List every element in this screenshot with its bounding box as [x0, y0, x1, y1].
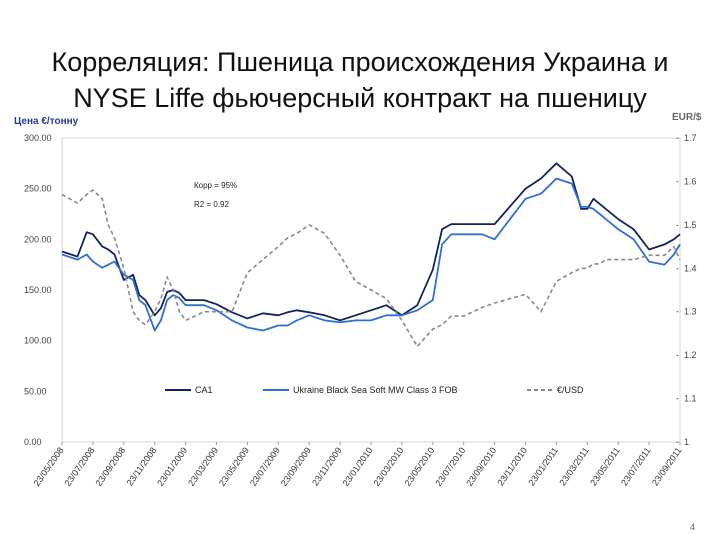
x-tick-label: 23/03/2010: [372, 445, 406, 488]
x-tick-label: 23/03/2011: [557, 445, 591, 487]
y-left-tick-label: 300.00: [24, 133, 52, 143]
legend-label-0: CA1: [195, 385, 213, 395]
y-right-tick-label: -: [676, 263, 679, 273]
y-right-tick-label: -: [676, 220, 679, 230]
y-left-tick-label: 200.00: [24, 234, 52, 244]
annotation-correlation: Корр = 95%: [194, 181, 237, 190]
annotation-r-squared: R2 = 0.92: [194, 200, 229, 209]
x-tick-label: 23/05/2011: [588, 445, 622, 487]
y-axis-left-label: Цена €/тонну: [14, 116, 79, 127]
y-right-tick-value: 1.7: [684, 133, 697, 143]
x-tick-label: 23/01/2010: [341, 445, 375, 488]
x-tick-label: 23/09/2010: [464, 445, 498, 488]
y-right-tick-value: 1.3: [684, 307, 697, 317]
x-tick-label: 23/09/2011: [650, 445, 684, 487]
y-right-tick-label: -: [676, 437, 679, 447]
x-tick-label: 23/05/2010: [402, 445, 436, 488]
y-right-tick-value: 1.6: [684, 176, 697, 186]
y-right-tick-value: 1.4: [684, 263, 697, 273]
y-left-tick-label: 250.00: [24, 184, 52, 194]
y-right-tick-label: -: [676, 394, 679, 404]
y-left-tick-label: 50.00: [24, 386, 47, 396]
x-tick-label: 23/01/2011: [526, 445, 560, 487]
x-tick-label: 23/05/2008: [32, 445, 66, 488]
y-right-ticks: -1.7- 1.6- 1.5- 1.4- 1.3- 1.2- 1.1- 1: [676, 133, 697, 447]
legend-label-1: Ukraine Black Sea Soft MW Class 3 FOB: [293, 385, 458, 395]
x-tick-label: 23/05/2009: [217, 445, 251, 488]
y-right-tick-value: 1: [684, 437, 689, 447]
x-ticks: 23/05/200823/07/200823/09/200823/11/2008…: [32, 442, 684, 488]
legend: CA1 Ukraine Black Sea Soft MW Class 3 FOB…: [165, 385, 584, 395]
y-right-tick-label: -: [676, 350, 679, 360]
x-tick-label: 23/11/2008: [125, 445, 159, 487]
x-tick-label: 23/11/2010: [495, 445, 529, 487]
x-tick-label: 23/07/2010: [433, 445, 467, 488]
page-number: 4: [690, 522, 696, 532]
x-tick-label: 23/07/2009: [248, 445, 282, 488]
y-right-tick-label: -: [676, 176, 679, 186]
y-left-ticks: 300.00 250.00 200.00 150.00 100.00 50.00 0.00: [24, 133, 52, 447]
x-tick-label: 23/11/2009: [310, 445, 344, 487]
y-right-tick-value: 1.5: [684, 220, 697, 230]
y-left-tick-label: 0.00: [24, 437, 42, 447]
series-line-1: [61, 177, 681, 332]
y-right-tick-value: 1.1: [684, 394, 697, 404]
y-right-tick-value: 1.2: [684, 350, 697, 360]
series-line-2: [61, 189, 681, 348]
x-tick-label: 23/07/2011: [619, 445, 653, 487]
legend-label-2: €/USD: [557, 385, 584, 395]
title-line-2: NYSE Liffe фьючерсный контракт на пшениц…: [73, 83, 647, 113]
x-tick-label: 23/09/2008: [93, 445, 127, 488]
y-left-tick-label: 100.00: [24, 336, 52, 346]
y-right-tick-label: -: [676, 133, 679, 143]
x-tick-label: 23/01/2009: [155, 445, 189, 488]
x-tick-label: 23/07/2008: [63, 445, 97, 488]
y-axis-right-label: EUR/$: [672, 112, 702, 123]
y-left-tick-label: 150.00: [24, 285, 52, 295]
series-lines: [61, 162, 681, 348]
title-line-1: Корреляция: Пшеница происхождения Украин…: [51, 47, 669, 77]
x-tick-label: 23/03/2009: [186, 445, 220, 488]
page-title: Корреляция: Пшеница происхождения Украин…: [20, 44, 700, 116]
series-line-0: [61, 162, 681, 322]
x-tick-label: 23/09/2009: [279, 445, 313, 488]
y-right-tick-label: -: [676, 307, 679, 317]
